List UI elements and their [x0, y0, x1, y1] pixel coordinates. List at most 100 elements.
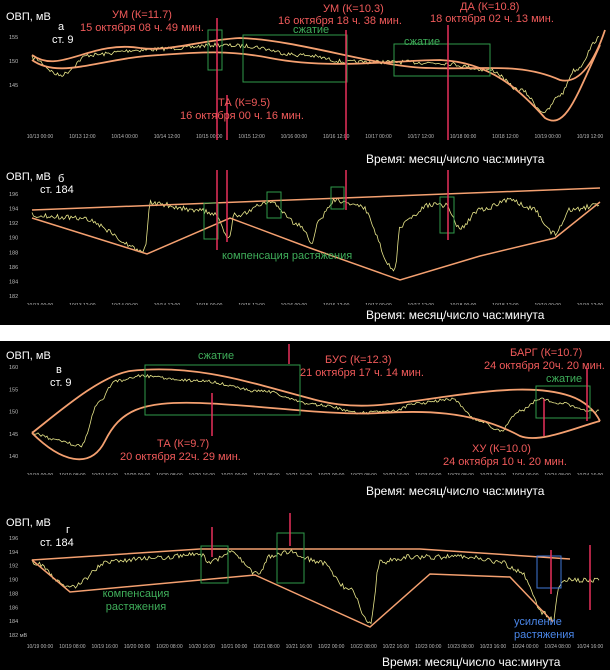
annotation-label: компенсация растяжения — [103, 588, 170, 613]
y-tick-label: 145 — [9, 432, 18, 438]
x-tick-label: 10/23 16:00 — [480, 644, 507, 650]
panel-letter: б — [58, 173, 64, 185]
y-axis-label: ОВП, мВ — [6, 350, 51, 362]
panel-letter: а — [58, 21, 65, 33]
annotation-label: компенсация растяжения — [222, 250, 352, 262]
y-tick-label: 150 — [9, 59, 18, 65]
x-tick-label: 10/22 16:00 — [383, 644, 410, 650]
y-tick-label: 186 — [9, 605, 18, 611]
x-axis-label: Время: месяц/число час:минута — [366, 308, 545, 322]
x-tick-label: 10/20 00:00 — [124, 644, 151, 650]
x-tick-label: 10/19 08:00 — [59, 644, 86, 650]
panel-b-xlabel-area: Время: месяц/число час:минута — [0, 305, 610, 325]
station-label: ст. 9 — [52, 34, 74, 46]
y-tick-label: 182 — [9, 294, 18, 300]
x-tick-label: 10/13 12:00 — [69, 134, 96, 140]
y-tick-label: 145 — [9, 83, 18, 89]
y-axis-label: ОВП, мВ — [6, 11, 51, 23]
event-label: ТА (К=9.5) — [218, 97, 270, 109]
y-tick-label: 188 — [9, 250, 18, 256]
x-tick-label: 10/22 08:00 — [350, 644, 377, 650]
compensation-box — [200, 545, 229, 584]
compensation-box — [439, 196, 455, 234]
panel-a-background — [0, 0, 610, 155]
x-tick-label: 10/14 00:00 — [111, 134, 138, 140]
chart-panel-b: ОВП, мВ б ст. 184 196 194 192 190 188 186 184 1… — [0, 170, 610, 322]
amplification-box — [536, 555, 562, 589]
event-time: 15 октября 08 ч. 49 мин. — [80, 22, 204, 34]
x-tick-label: 10/19 00:00 — [534, 134, 561, 140]
x-tick-label: 10/24 00:00 — [512, 644, 539, 650]
y-tick-label: 184 — [9, 619, 18, 625]
y-tick-label: 190 — [9, 578, 18, 584]
y-tick-label: 140 — [9, 454, 18, 460]
x-tick-label: 10/19 16:00 — [91, 644, 118, 650]
event-label: ТА (К=9.7) — [157, 438, 209, 450]
x-tick-label: 10/21 08:00 — [253, 644, 280, 650]
event-time: 24 октября 10 ч. 20 мин. — [443, 456, 567, 468]
compression-box — [535, 385, 591, 419]
y-tick-label: 182 мВ — [9, 633, 27, 639]
y-tick-label: 196 — [9, 536, 18, 542]
chart-panel-d: ОВП, мВ г ст. 184 196 194 192 190 188 186 184 1… — [0, 502, 610, 670]
event-label: ХУ (К=10.0) — [472, 443, 531, 455]
compression-box — [207, 29, 223, 71]
annotation-label: сжатие — [293, 24, 329, 36]
y-axis-label: ОВП, мВ — [6, 171, 51, 183]
signal-line — [31, 197, 600, 272]
compensation-box — [266, 191, 282, 219]
y-tick-label: 188 — [9, 591, 18, 597]
x-tick-label: 10/18 12:00 — [492, 134, 519, 140]
x-axis-label: Время: месяц/число час:минута — [382, 655, 561, 669]
y-tick-label: 160 — [9, 365, 18, 371]
x-tick-label: 10/15 12:00 — [238, 134, 265, 140]
station-label: ст. 184 — [40, 184, 74, 196]
event-time: 21 октября 17 ч. 14 мин. — [300, 367, 424, 379]
lower-envelope — [31, 201, 601, 281]
y-tick-label: 190 — [9, 236, 18, 242]
x-tick-label: 10/22 00:00 — [318, 644, 345, 650]
y-tick-label: 155 — [9, 35, 18, 41]
station-label: ст. 9 — [50, 377, 72, 389]
x-tick-label: 10/16 12:00 — [323, 134, 350, 140]
annotation-label: усиление растяжения — [514, 616, 574, 641]
event-label: БАРГ (К=10.7) — [510, 347, 582, 359]
x-tick-label: 10/15 00:00 — [196, 134, 223, 140]
y-tick-label: 192 — [9, 221, 18, 227]
x-tick-label: 10/21 16:00 — [286, 644, 313, 650]
compensation-box — [330, 186, 345, 210]
x-tick-label: 10/18 00:00 — [450, 134, 477, 140]
compression-box — [242, 34, 348, 83]
event-label: УМ (К=11.7) — [112, 9, 172, 21]
event-time: 16 октября 18 ч. 38 мин. — [278, 15, 402, 27]
y-axis-label: ОВП, мВ — [6, 517, 51, 529]
event-time: 20 октября 22ч. 29 мин. — [120, 451, 241, 463]
x-tick-label: 10/13 00:00 — [27, 134, 54, 140]
station-label: ст. 184 — [40, 537, 74, 549]
panel-letter: г — [66, 524, 70, 536]
event-label: ДА (К=10.8) — [460, 1, 519, 13]
x-tick-label: 10/23 00:00 — [415, 644, 442, 650]
panel-c-xlabel-area: Время: месяц/число час:минута — [0, 475, 610, 502]
y-tick-label: 196 — [9, 192, 18, 198]
panel-d-background — [0, 502, 610, 670]
x-tick-label: 10/24 16:00 — [577, 644, 604, 650]
x-tick-label: 10/19 00:00 — [27, 644, 54, 650]
y-tick-label: 194 — [9, 550, 18, 556]
y-tick-label: 184 — [9, 279, 18, 285]
annotation-label: сжатие — [546, 373, 582, 385]
x-tick-label: 10/17 12:00 — [408, 134, 435, 140]
annotation-label: сжатие — [404, 36, 440, 48]
compensation-box — [203, 202, 219, 240]
x-tick-label: 10/20 08:00 — [156, 644, 183, 650]
y-tick-label: 194 — [9, 207, 18, 213]
panel-a-xlabel-area: Время: месяц/число час:минута — [0, 140, 610, 170]
lower-envelope — [31, 44, 601, 122]
signal-line — [31, 548, 600, 625]
upper-envelope — [31, 29, 606, 82]
x-axis-label: Время: месяц/число час:минута — [366, 484, 545, 498]
x-tick-label: 10/21 00:00 — [221, 644, 248, 650]
event-time: 16 октября 00 ч. 16 мин. — [180, 110, 304, 122]
event-label: УМ (К=10.3) — [323, 3, 384, 15]
